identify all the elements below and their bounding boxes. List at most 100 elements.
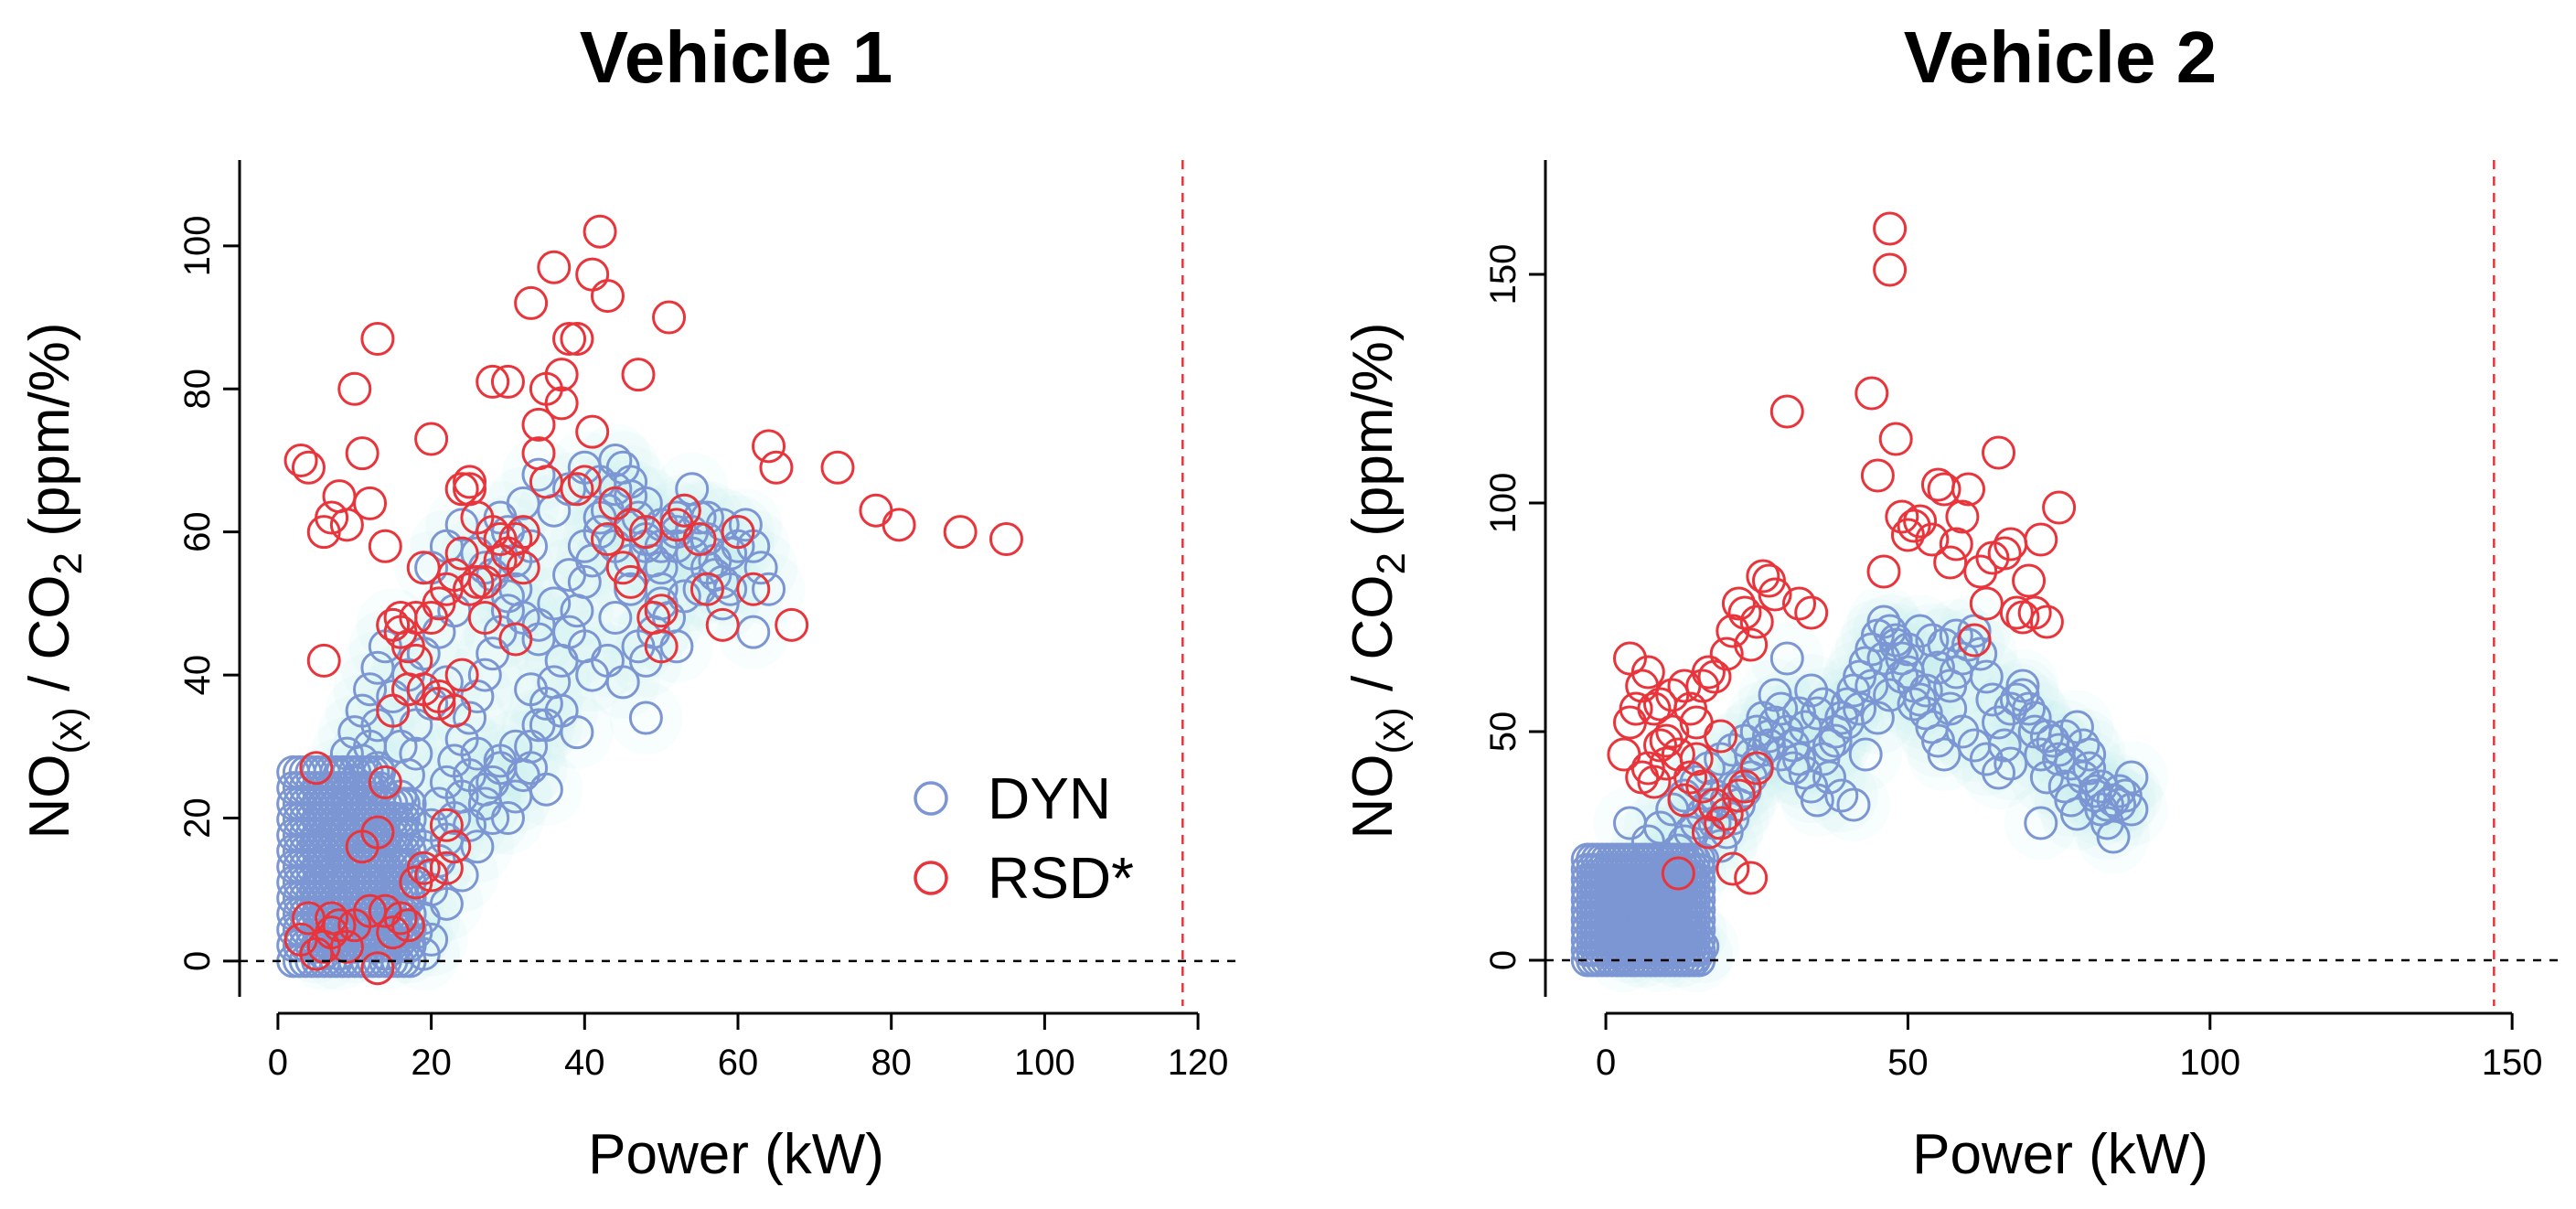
dyn-point [1691, 751, 1726, 786]
rsd-point [1739, 751, 1774, 786]
rsd-point [453, 465, 487, 499]
dyn-point [1679, 938, 1714, 973]
rsd-point [1758, 577, 1792, 612]
rsd-point [1933, 545, 1968, 580]
rsd-point [1716, 614, 1750, 648]
rsd-point [1655, 678, 1690, 712]
dyn-band-blob [440, 659, 514, 733]
dyn-point [1890, 632, 1925, 667]
rsd-point [2029, 604, 2064, 639]
dyn-point [368, 822, 402, 857]
rsd-point [444, 536, 479, 571]
dyn-band-blob [455, 616, 529, 690]
dyn-point [2090, 787, 2124, 822]
y-axis-label: NO(x) / CO2 (ppm/%) [1341, 323, 1414, 840]
rsd-point [544, 358, 579, 392]
panel-vehicle-1: Vehicle 1 0 20 40 60 80 100 0 20 40 60 80 100 120 Po… [18, 16, 1236, 1186]
dyn-point [1866, 641, 1901, 676]
dyn-point [1855, 669, 1889, 703]
dyn-band-blob [532, 538, 606, 612]
dyn-point [1661, 934, 1695, 968]
dyn-point [1812, 760, 1847, 795]
x-tick-label: 60 [718, 1043, 759, 1083]
rsd-point [2042, 490, 2077, 525]
dyn-point [2042, 733, 2077, 767]
dyn-band-blob [1841, 681, 1915, 754]
dyn-point [560, 715, 594, 750]
dyn-point [2066, 760, 2100, 795]
rsd-point [283, 443, 318, 477]
dyn-point [1685, 929, 1720, 964]
rsd-point [322, 479, 357, 514]
dyn-point [322, 936, 357, 971]
dyn-point [1613, 906, 1647, 941]
rsd-point [306, 643, 341, 678]
dyn-point [752, 572, 786, 606]
dyn-band-blob [2004, 786, 2078, 860]
rsd-point [667, 493, 701, 528]
dyn-point [2005, 678, 2040, 712]
rsd-point [368, 529, 402, 563]
dyn-point [614, 479, 648, 514]
rsd-point [859, 493, 893, 528]
dyn-point [1843, 691, 1877, 726]
dyn-point [2059, 710, 2094, 744]
dyn-point [1776, 751, 1811, 786]
dyn-point [2029, 719, 2064, 754]
rsd-point [1963, 554, 1998, 589]
rsd-point [989, 521, 1023, 556]
dyn-point [1727, 723, 1762, 758]
rsd-point [1691, 815, 1726, 850]
rsd-point [644, 594, 679, 628]
rsd-point [1716, 851, 1750, 886]
rsd-point [552, 322, 587, 357]
dyn-point [1860, 701, 1895, 735]
dyn-point [437, 800, 472, 835]
dyn-point [1667, 925, 1702, 959]
dyn-point [429, 886, 464, 921]
x-tick-label: 50 [1887, 1043, 1929, 1083]
rsd-point [1704, 719, 1738, 754]
rsd-point [705, 607, 740, 642]
rsd-point [1734, 861, 1769, 895]
x-tick-label: 120 [1168, 1043, 1229, 1083]
rsd-point [644, 629, 679, 664]
rsd-point [1643, 728, 1678, 763]
rsd-point [453, 572, 487, 606]
rsd-point [1630, 655, 1665, 690]
rsd-point [345, 436, 379, 471]
rsd-point [1885, 499, 1919, 534]
legend-dyn-marker [914, 781, 948, 816]
rsd-point [406, 851, 441, 885]
rsd-point [1927, 472, 1961, 507]
rsd-point [299, 751, 334, 786]
dyn-point [1933, 691, 1968, 726]
dyn-point [1788, 710, 1822, 744]
rsd-point [506, 551, 540, 585]
dyn-point [2017, 701, 2052, 735]
y-label-part-no: NO [1341, 754, 1405, 839]
rsd-point [390, 908, 425, 943]
rsd-point [1897, 508, 1931, 543]
rsd-point [1655, 714, 1690, 749]
dyn-point [1739, 714, 1774, 749]
rsd-point [1873, 252, 1908, 287]
dyn-band-blob [326, 674, 400, 748]
dyn-band-blob [433, 681, 507, 754]
dyn-band-blob [448, 638, 522, 712]
dyn-point [2096, 783, 2131, 818]
dyn-band-blob [464, 595, 538, 669]
rsd-point [315, 500, 349, 535]
rsd-point [383, 615, 418, 649]
dyn-point [1836, 787, 1871, 822]
y-axis-label: NO(x) / CO2 (ppm/%) [18, 323, 91, 840]
rsd-point [315, 915, 349, 950]
dyn-point [2096, 819, 2131, 854]
dyn-point [598, 443, 633, 477]
dyn-point [1758, 678, 1792, 712]
rsd-point [614, 564, 648, 599]
rsd-point [383, 901, 418, 936]
dyn-point [1818, 723, 1853, 758]
y-tick-label: 20 [177, 797, 218, 839]
rsd-point [583, 214, 617, 249]
